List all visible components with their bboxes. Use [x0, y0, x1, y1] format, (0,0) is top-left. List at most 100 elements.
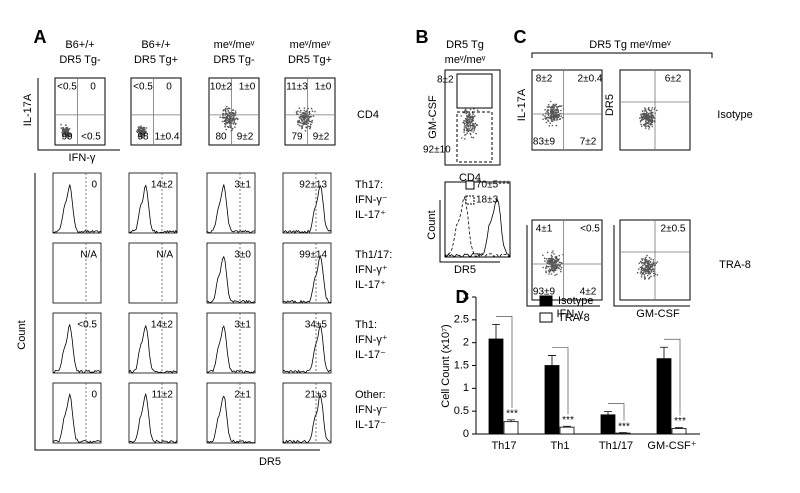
histogram-curve	[206, 395, 256, 444]
event-dot	[553, 106, 555, 108]
quadrant-value: 9±2	[313, 132, 330, 143]
event-dot	[470, 136, 473, 138]
event-dot	[546, 111, 548, 113]
event-dot	[542, 254, 544, 257]
event-dot	[555, 103, 558, 106]
event-dot	[544, 260, 546, 262]
event-dot	[648, 108, 650, 111]
event-dot	[139, 131, 141, 134]
event-dot	[473, 108, 475, 110]
event-dot	[645, 259, 648, 261]
event-dot	[560, 261, 562, 264]
event-dot	[556, 118, 559, 121]
column-header: DR5 Tg-	[213, 54, 255, 66]
event-dot	[70, 134, 72, 136]
axis-label: DR5	[259, 456, 281, 468]
event-dot	[644, 127, 647, 129]
event-dot	[649, 260, 652, 263]
event-dot	[224, 126, 226, 128]
event-dot	[62, 130, 64, 132]
histogram-frame	[206, 172, 256, 234]
histogram-curve	[128, 324, 178, 374]
event-dot	[141, 137, 144, 139]
event-dot	[560, 268, 562, 271]
event-dot	[471, 129, 473, 131]
event-dot	[232, 122, 235, 125]
event-dot	[305, 123, 308, 126]
event-dot	[649, 266, 652, 268]
row-label: IFN-γ⁻	[355, 404, 388, 416]
event-dot	[550, 265, 552, 267]
event-dot	[648, 128, 650, 130]
quadrant-value: 80	[215, 132, 227, 143]
histogram-curve	[282, 254, 332, 304]
event-dot	[641, 113, 644, 116]
event-dot	[556, 259, 558, 262]
bar	[615, 432, 631, 435]
event-dot	[549, 122, 551, 124]
event-dot	[304, 129, 307, 132]
event-dot	[301, 112, 303, 114]
event-dot	[227, 107, 230, 109]
event-dot	[557, 264, 560, 266]
event-dot	[465, 118, 468, 121]
event-dot	[68, 135, 71, 137]
event-dot	[644, 115, 647, 117]
bar	[671, 428, 687, 435]
row-label: Th17:	[355, 179, 383, 191]
event-dot	[465, 126, 467, 129]
event-dot	[550, 267, 553, 269]
event-dot	[549, 258, 552, 260]
event-dot	[556, 106, 558, 108]
event-dot	[641, 110, 644, 113]
gate-value: <0.5	[77, 320, 97, 331]
event-dot	[463, 131, 465, 133]
event-dot	[463, 122, 466, 125]
event-dot	[460, 115, 463, 117]
histogram-curve	[282, 394, 332, 444]
event-dot	[547, 269, 550, 272]
panel-title: meᵛ/meᵛ	[445, 54, 486, 66]
event-dot	[647, 272, 649, 274]
event-dot	[226, 108, 228, 110]
event-dot	[548, 273, 550, 275]
event-dot	[649, 110, 651, 112]
event-dot	[653, 268, 655, 270]
event-dot	[548, 265, 550, 268]
event-dot	[66, 130, 68, 132]
event-dot	[553, 268, 555, 270]
event-dot	[560, 270, 562, 273]
panel-label: B	[416, 27, 429, 47]
histogram-curve	[444, 195, 510, 258]
gate-value: 21±3	[305, 390, 328, 401]
event-dot	[552, 109, 554, 111]
quadrant-value: 99	[61, 132, 73, 143]
event-dot	[651, 268, 654, 271]
quadrant-value: 4±2	[580, 287, 597, 298]
event-dot	[234, 110, 237, 112]
event-dot	[640, 125, 643, 128]
quadrant-value: 1±0	[239, 82, 256, 93]
event-dot	[144, 128, 146, 130]
event-dot	[557, 111, 560, 113]
legend-swatch	[539, 295, 553, 306]
event-dot	[469, 116, 471, 118]
event-dot	[141, 129, 144, 132]
event-dot	[231, 109, 234, 112]
event-dot	[558, 114, 561, 117]
event-dot	[301, 119, 303, 121]
event-dot	[642, 262, 645, 264]
bar	[559, 426, 575, 435]
quadrant-value: 83±9	[533, 137, 556, 148]
event-dot	[648, 106, 650, 109]
event-dot	[551, 268, 553, 271]
row-label: TRA-8	[719, 259, 751, 271]
row-label: IFN-γ⁺	[355, 264, 388, 276]
event-dot	[225, 105, 228, 108]
event-dot	[310, 107, 313, 110]
event-dot	[641, 258, 643, 260]
event-dot	[296, 113, 298, 115]
event-dot	[550, 273, 553, 275]
event-dot	[553, 253, 555, 255]
